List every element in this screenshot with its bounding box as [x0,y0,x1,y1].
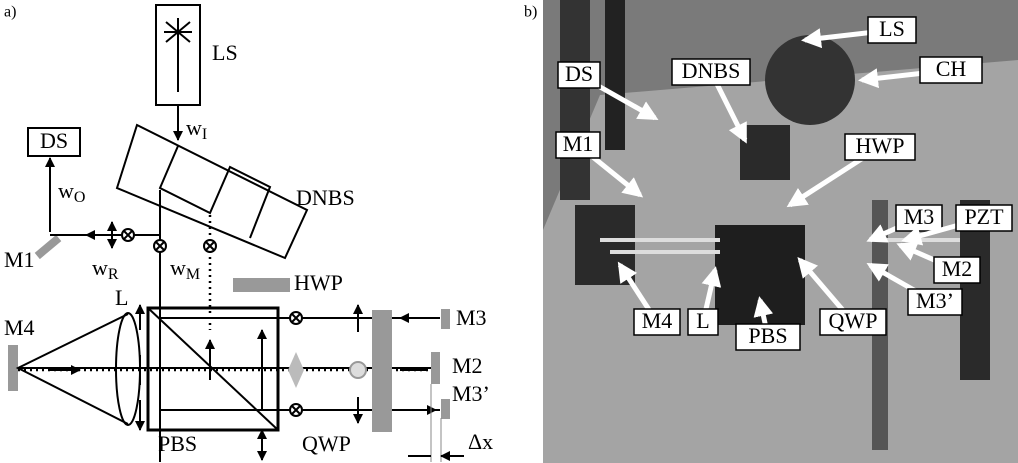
label: CH [936,56,967,81]
beam-label: wO [58,178,85,206]
label: LS [879,16,905,41]
label-box [933,256,981,284]
label: PZT [964,204,1004,229]
zigzag [158,145,272,239]
label: L [696,308,709,333]
label: M4 [4,315,35,340]
sub: R [108,266,119,283]
label-box [555,131,601,159]
label: M3 [456,305,487,330]
label: M3 [904,204,935,229]
label: M3’ [452,381,490,406]
label: M1 [4,247,35,272]
panel-tag: a) [4,4,16,21]
label: QWP [302,431,351,456]
dnbs-mount [740,125,790,180]
mirror [431,352,440,384]
label: PBS [748,323,787,348]
label-box [844,133,916,161]
label-box [907,288,963,316]
label-box [955,204,1013,232]
label: M3’ [916,288,954,313]
label: LS [212,40,238,65]
label: M2 [942,256,973,281]
label: DS [565,61,593,86]
sub: I [202,126,207,143]
pol [400,318,436,410]
mirror [441,399,450,419]
label: DS [40,128,68,153]
label: HWP [856,133,905,158]
label: M1 [563,131,594,156]
panel-b: b) LS CH DS DNBS M1 HWP M3 PZT M2 M3’ M4 L PBS QWP [524,0,1018,463]
label: PBS [158,431,197,456]
label-box [671,58,751,86]
label-box [633,308,681,336]
w: w [58,178,74,203]
label-box [687,308,719,336]
w: w [186,115,202,140]
chopper [765,35,855,125]
beam-label: wI [186,115,207,143]
label: M2 [452,353,483,378]
panel-tag: b) [524,4,537,21]
beam-label: wR [92,255,119,283]
sub: O [74,189,86,206]
mirror [8,345,18,391]
panel-a: a) LS wI DNBS DS wO M1 wR wM HWP PBS L M… [4,4,493,462]
post [605,0,625,150]
sub: M [186,266,200,283]
label: L [115,285,128,310]
qwp [372,310,392,432]
label: Δx [468,429,493,454]
beam-label: wM [170,255,200,283]
mirror [34,234,62,260]
label-box [867,16,917,44]
beams [15,313,440,425]
ds-box [27,127,81,157]
label: DNBS [296,185,355,210]
label: M4 [642,308,673,333]
label-box [819,308,887,336]
label: QWP [829,308,878,333]
label-box [735,323,801,351]
pol-circ [349,361,367,379]
dnbs [115,123,309,260]
w: w [170,255,186,280]
hwp [233,278,290,292]
w: w [92,255,108,280]
label-box [557,61,601,89]
label-box [919,56,983,84]
mirror [441,309,450,329]
label: HWP [294,270,343,295]
post [560,0,590,200]
guide [430,384,442,462]
laser-star [164,18,192,92]
pol-diamond [288,352,304,388]
label: DNBS [682,58,741,83]
